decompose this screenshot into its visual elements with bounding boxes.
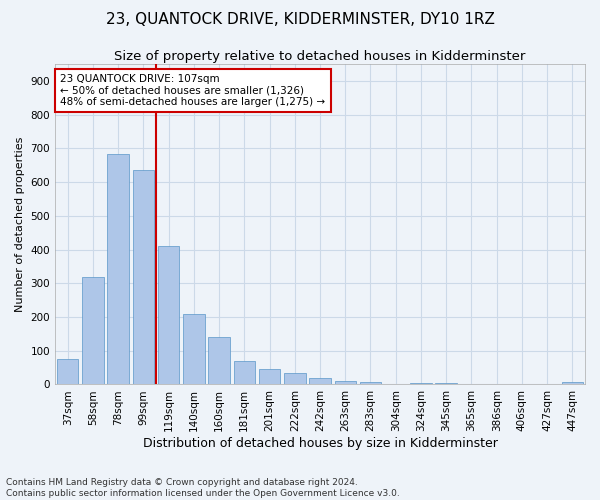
Bar: [233, 361, 255, 384]
Y-axis label: Number of detached properties: Number of detached properties: [15, 136, 25, 312]
Bar: [208, 338, 230, 384]
Text: 23 QUANTOCK DRIVE: 107sqm
← 50% of detached houses are smaller (1,326)
48% of se: 23 QUANTOCK DRIVE: 107sqm ← 50% of detac…: [61, 74, 325, 107]
Bar: [335, 381, 356, 384]
Text: Contains HM Land Registry data © Crown copyright and database right 2024.
Contai: Contains HM Land Registry data © Crown c…: [6, 478, 400, 498]
Bar: [183, 314, 205, 384]
Bar: [158, 246, 179, 384]
Bar: [436, 383, 457, 384]
Bar: [284, 374, 305, 384]
Text: 23, QUANTOCK DRIVE, KIDDERMINSTER, DY10 1RZ: 23, QUANTOCK DRIVE, KIDDERMINSTER, DY10 …: [106, 12, 494, 28]
Bar: [562, 382, 583, 384]
Bar: [82, 276, 104, 384]
Bar: [410, 383, 431, 384]
Bar: [133, 170, 154, 384]
Bar: [57, 359, 79, 384]
Bar: [259, 370, 280, 384]
Bar: [309, 378, 331, 384]
Bar: [360, 382, 381, 384]
Title: Size of property relative to detached houses in Kidderminster: Size of property relative to detached ho…: [115, 50, 526, 63]
Bar: [107, 154, 129, 384]
X-axis label: Distribution of detached houses by size in Kidderminster: Distribution of detached houses by size …: [143, 437, 497, 450]
